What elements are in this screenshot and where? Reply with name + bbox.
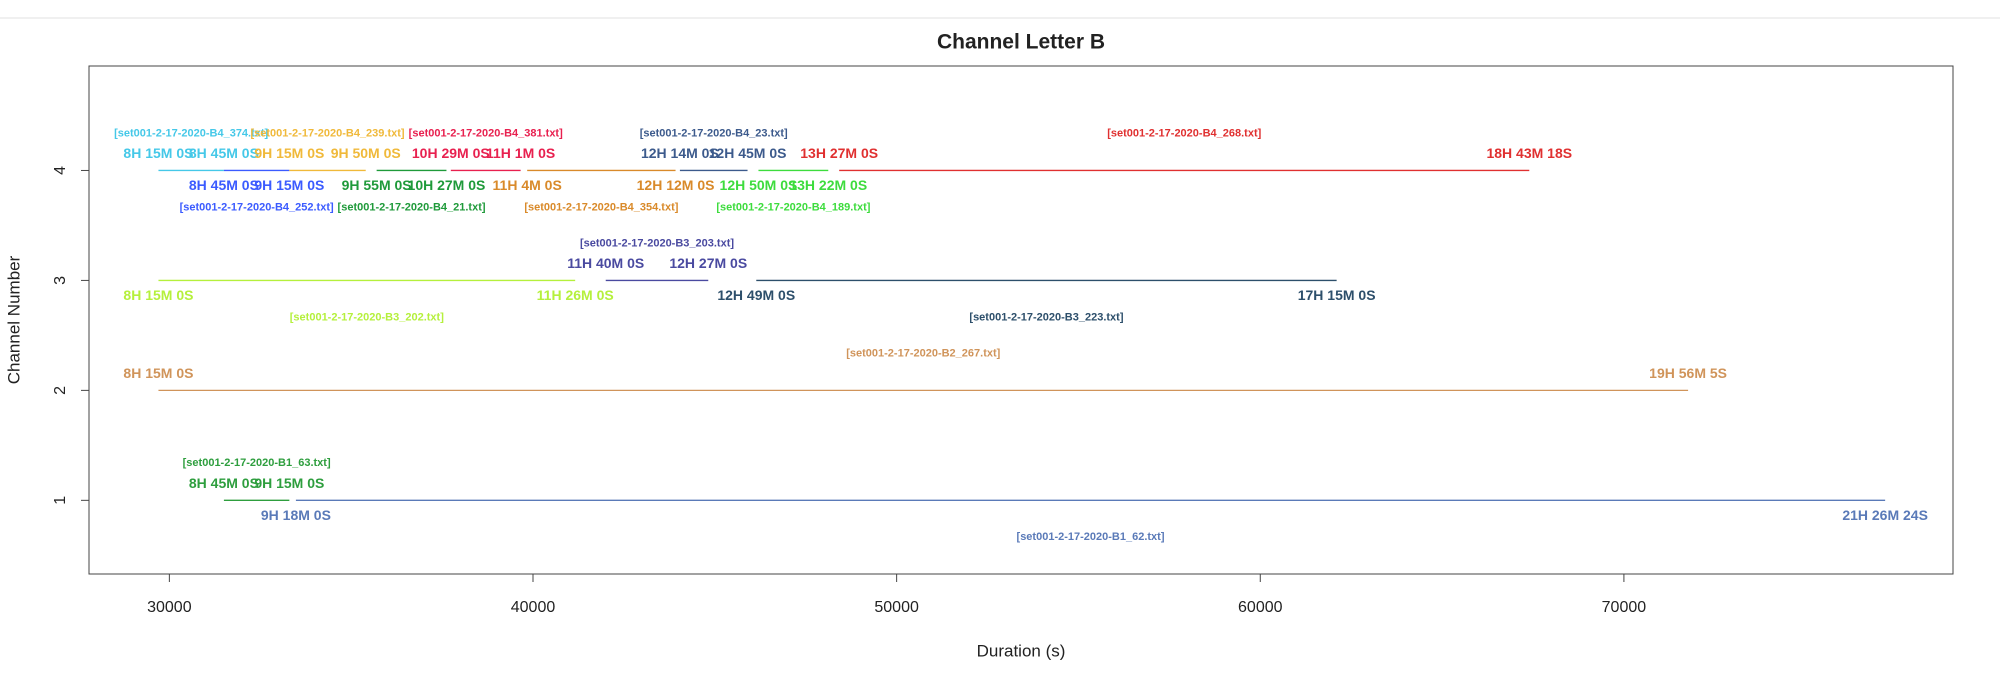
start-label: 11H 40M 0S [567,255,644,271]
start-label: 9H 18M 0S [261,507,331,523]
start-label: 8H 15M 0S [123,145,193,161]
end-label: 11H 1M 0S [486,145,555,161]
x-axis-label: Duration (s) [977,641,1066,660]
start-label: 12H 49M 0S [717,287,795,303]
file-label: [set001-2-17-2020-B2_267.txt] [846,347,1000,359]
file-label: [set001-2-17-2020-B4_189.txt] [716,201,870,213]
start-label: 8H 15M 0S [123,365,193,381]
file-label: [set001-2-17-2020-B4_239.txt] [250,127,404,139]
start-label: 12H 50M 0S [720,177,798,193]
end-label: 11H 26M 0S [537,287,614,303]
end-label: 19H 56M 5S [1649,365,1727,381]
file-label: [set001-2-17-2020-B4_374.txt] [114,127,268,139]
end-label: 21H 26M 24S [1842,507,1928,523]
y-tick-label: 3 [52,276,69,285]
end-label: 17H 15M 0S [1298,287,1376,303]
y-tick-label: 2 [52,386,69,395]
end-label: 9H 15M 0S [254,475,324,491]
start-label: 8H 45M 0S [189,177,259,193]
x-tick-label: 50000 [874,599,919,616]
file-label: [set001-2-17-2020-B1_63.txt] [183,457,331,469]
end-label: 10H 27M 0S [408,177,486,193]
x-tick-label: 60000 [1238,599,1283,616]
end-label: 13H 22M 0S [789,177,867,193]
file-label: [set001-2-17-2020-B4_381.txt] [409,127,563,139]
start-label: 9H 15M 0S [254,145,324,161]
plot-box [88,65,1954,575]
start-label: 8H 15M 0S [123,287,193,303]
file-label: [set001-2-17-2020-B3_202.txt] [290,311,444,323]
file-label: [set001-2-17-2020-B4_268.txt] [1107,127,1261,139]
file-label: [set001-2-17-2020-B4_252.txt] [180,201,334,213]
file-label: [set001-2-17-2020-B3_203.txt] [580,237,734,249]
file-label: [set001-2-17-2020-B4_23.txt] [640,127,788,139]
start-label: 10H 29M 0S [412,145,490,161]
file-label: [set001-2-17-2020-B1_62.txt] [1017,531,1165,543]
y-axis-label: Channel Number [4,255,23,384]
file-label: [set001-2-17-2020-B4_354.txt] [524,201,678,213]
y-tick-label: 1 [52,496,69,505]
file-label: [set001-2-17-2020-B3_223.txt] [969,311,1123,323]
y-tick-label: 4 [52,166,69,175]
end-label: 12H 45M 0S [709,145,787,161]
chart-title: Channel Letter B [937,31,1105,54]
start-label: 11H 4M 0S [493,177,562,193]
x-tick-label: 40000 [511,599,556,616]
end-label: 12H 27M 0S [669,255,747,271]
end-label: 8H 45M 0S [189,145,259,161]
end-label: 9H 50M 0S [331,145,401,161]
x-tick-label: 70000 [1602,599,1647,616]
start-label: 8H 45M 0S [189,475,259,491]
file-label: [set001-2-17-2020-B4_21.txt] [338,201,486,213]
start-label: 13H 27M 0S [800,145,878,161]
x-tick-label: 30000 [147,599,192,616]
end-label: 12H 12M 0S [637,177,715,193]
end-label: 18H 43M 18S [1486,145,1572,161]
start-label: 9H 55M 0S [342,177,412,193]
start-label: 12H 14M 0S [641,145,719,161]
end-label: 9H 15M 0S [254,177,324,193]
